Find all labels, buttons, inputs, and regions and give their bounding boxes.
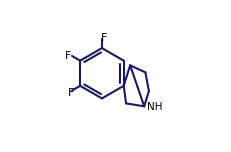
Text: F: F (67, 88, 74, 98)
Text: NH: NH (146, 102, 162, 112)
Text: F: F (65, 51, 71, 61)
Text: F: F (100, 33, 106, 43)
